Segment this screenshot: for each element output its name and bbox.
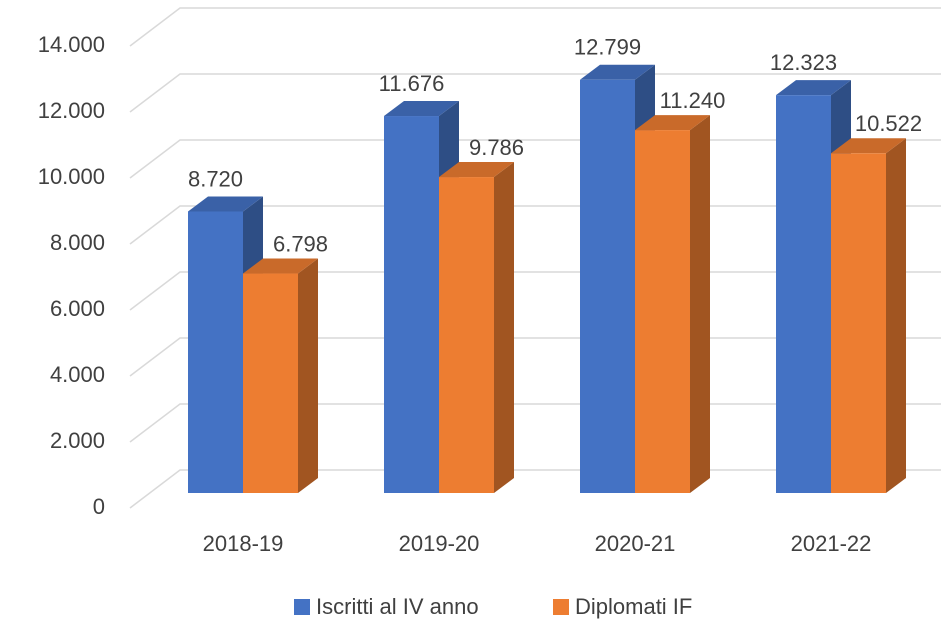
x-tick-label: 2019-20 <box>399 531 480 556</box>
value-label: 6.798 <box>273 231 328 256</box>
bar-face <box>690 115 710 493</box>
bar-face <box>580 79 635 493</box>
grid-line <box>129 7 941 47</box>
value-label: 11.676 <box>379 71 445 96</box>
bar-face <box>776 95 831 494</box>
bar-face <box>439 177 494 493</box>
value-label: 11.240 <box>660 88 726 113</box>
value-label: 10.522 <box>855 111 922 136</box>
value-label: 8.720 <box>188 166 243 191</box>
bar-face <box>384 101 459 117</box>
bar <box>635 115 710 493</box>
bar-face <box>494 162 514 493</box>
bar-face <box>635 115 710 131</box>
x-tick-label: 2018-19 <box>203 531 284 556</box>
y-tick-label: 12.000 <box>38 98 105 123</box>
bar-face <box>831 138 906 154</box>
y-tick-label: 6.000 <box>50 296 105 321</box>
bar-face <box>580 64 655 80</box>
y-tick-label: 4.000 <box>50 362 105 387</box>
bar <box>439 162 514 493</box>
legend-swatch <box>553 599 569 615</box>
bar-face <box>776 80 851 96</box>
legend-swatch <box>294 599 310 615</box>
bar-face <box>384 116 439 494</box>
value-label: 12.799 <box>574 35 641 60</box>
y-tick-label: 8.000 <box>50 230 105 255</box>
grid-line <box>129 73 941 113</box>
y-tick-label: 14.000 <box>38 32 105 57</box>
bar-face <box>886 138 906 493</box>
y-tick-label: 10.000 <box>38 164 105 189</box>
legend-label: Diplomati IF <box>575 594 692 619</box>
bar-face <box>188 211 243 493</box>
bar-face <box>831 153 886 493</box>
bar-face <box>188 196 263 212</box>
value-label: 9.786 <box>469 135 524 160</box>
legend-label: Iscritti al IV anno <box>316 594 479 619</box>
bar-face <box>298 258 318 493</box>
bar <box>243 258 318 493</box>
bar-face <box>635 130 690 493</box>
y-tick-label: 0 <box>93 494 105 519</box>
bar-face <box>243 273 298 493</box>
bar <box>831 138 906 493</box>
bar-face <box>243 258 318 274</box>
x-tick-label: 2021-22 <box>791 531 872 556</box>
value-label: 12.323 <box>770 50 837 75</box>
x-tick-label: 2020-21 <box>595 531 676 556</box>
y-tick-label: 2.000 <box>50 428 105 453</box>
bar-face <box>439 162 514 178</box>
